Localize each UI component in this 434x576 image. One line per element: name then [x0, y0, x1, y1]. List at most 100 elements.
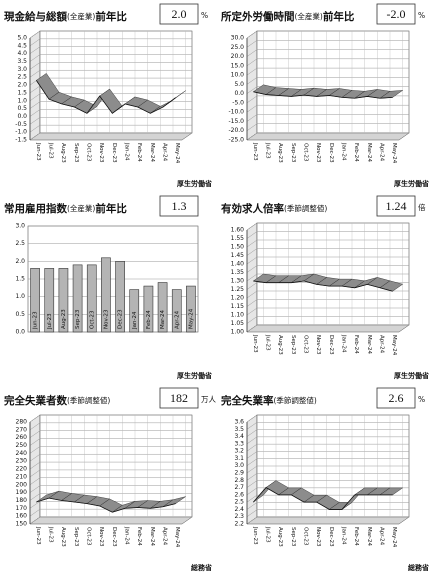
latest-value: 1.3: [172, 199, 187, 213]
y-tick-label: 0.0: [15, 329, 25, 336]
y-tick-label: 1.05: [231, 320, 245, 327]
y-tick-label: 150: [16, 521, 28, 528]
line: [253, 487, 393, 510]
title-note: (季節調整値): [67, 395, 110, 405]
y-tick-label: 3.6: [234, 419, 244, 426]
value-box: [376, 3, 416, 25]
grid-line: [246, 299, 409, 307]
x-tick-label: Dec-23: [328, 143, 334, 163]
grid-line: [246, 239, 409, 248]
floor: [29, 132, 193, 141]
x-tick-label: Feb-24: [136, 143, 142, 162]
grid-line: [246, 67, 409, 76]
y-tick-label: 1.45: [231, 252, 245, 259]
y-tick-label: 2.5: [17, 74, 27, 81]
grid-line: [29, 485, 192, 493]
grid-line: [246, 104, 409, 113]
x-tick-label: Sep-23: [75, 309, 81, 329]
floor: [246, 324, 410, 333]
y-tick-label: 1.15: [231, 303, 245, 310]
grid-line: [246, 436, 409, 445]
grid-line: [246, 473, 409, 481]
y-tick-label: 3.4: [234, 433, 244, 440]
y-tick-label: 1.55: [231, 235, 245, 242]
x-tick-label: Mar-24: [160, 309, 166, 329]
x-tick-label: Aug-23: [60, 143, 66, 163]
y-tick-label: 2.5: [15, 240, 25, 247]
y-tick-label: 2.8: [234, 477, 244, 484]
grid-line: [246, 516, 409, 525]
x-tick-label: Aug-23: [277, 143, 283, 163]
value-box: [159, 195, 199, 217]
floor: [246, 516, 410, 525]
x-tick-label: Feb-24: [353, 527, 359, 546]
x-tick-label: Mar-24: [366, 527, 372, 547]
y-tick-label: 20.0: [231, 53, 245, 60]
y-tick-label: 1.10: [231, 312, 245, 319]
y-tick-label: 3.1: [234, 455, 244, 462]
grid-line: [29, 438, 192, 446]
y-tick-label: 1.60: [231, 227, 245, 234]
y-tick-label: 1.30: [231, 278, 245, 285]
x-tick-label: Apr-24: [174, 310, 180, 329]
side-wall: [29, 30, 41, 141]
x-tick-label: Apr-24: [379, 527, 385, 546]
title-note: (季節調整値): [274, 395, 317, 405]
unit: 倍: [418, 202, 426, 212]
y-tick-label: 250: [16, 442, 28, 449]
x-tick-label: Nov-23: [98, 527, 104, 547]
grid-line: [246, 40, 409, 48]
x-tick-label: Nov-23: [315, 335, 321, 355]
y-tick-label: 25.0: [231, 44, 245, 51]
chart-title: 常用雇用指数(全産業)前年比: [4, 202, 127, 215]
x-tick-label: Jun-23: [33, 311, 39, 330]
bar: [171, 289, 182, 333]
chart-title: 所定外労働時間(全産業)前年比: [221, 10, 355, 23]
grid-line: [246, 231, 409, 239]
x-tick-label: May-24: [188, 308, 194, 329]
y-tick-label: 210: [16, 473, 28, 480]
grid-line: [29, 477, 192, 485]
grid-line: [29, 54, 192, 62]
x-tick-label: Sep-23: [290, 143, 296, 163]
x-tick-label: Oct-23: [303, 335, 309, 354]
grid-line: [29, 109, 192, 117]
y-tick-label: 2.7: [234, 484, 244, 491]
y-tick-label: 1.50: [231, 244, 245, 251]
y-tick-label: 2.3: [234, 513, 244, 520]
latest-value: 2.0: [172, 7, 187, 21]
grid-line: [29, 446, 192, 454]
y-tick-label: 1.5: [15, 276, 25, 283]
y-tick-label: -25.0: [228, 137, 244, 144]
chart-title: 完全失業者数(季節調整値): [4, 394, 110, 407]
x-tick-label: Nov-23: [98, 143, 104, 163]
x-tick-label: Jul-23: [265, 526, 271, 543]
x-tick-label: Jun-23: [35, 526, 41, 545]
title-suffix: 前年比: [95, 10, 127, 23]
x-tick-label: Jul-23: [265, 142, 271, 159]
source: 総務省: [408, 563, 429, 572]
x-tick-label: Mar-24: [366, 143, 372, 163]
x-tick-label: May-24: [174, 143, 180, 164]
y-tick-label: 1.25: [231, 286, 245, 293]
y-tick-label: -1.5: [15, 137, 27, 144]
x-tick-label: Aug-23: [61, 309, 67, 329]
y-tick-label: 0.0: [234, 90, 244, 97]
x-tick-label: Jun-23: [35, 142, 41, 161]
chart-title: 完全失業率(季節調整値): [221, 394, 317, 407]
x-tick-label: Jan-24: [132, 311, 138, 330]
grid-line: [246, 480, 409, 488]
grid-line: [29, 30, 192, 39]
chart-title: 現金給与総額(全産業)前年比: [4, 10, 127, 23]
grid-line: [29, 508, 192, 517]
unit: 万人: [201, 395, 216, 404]
y-tick-label: -1.0: [15, 129, 27, 136]
grid-line: [29, 414, 192, 423]
source: 総務省: [191, 563, 212, 572]
y-tick-label: 3.0: [17, 66, 27, 73]
bar: [44, 268, 55, 333]
grid-line: [29, 422, 192, 431]
source: 厚生労働省: [394, 179, 429, 188]
y-tick-label: 2.2: [234, 521, 244, 528]
